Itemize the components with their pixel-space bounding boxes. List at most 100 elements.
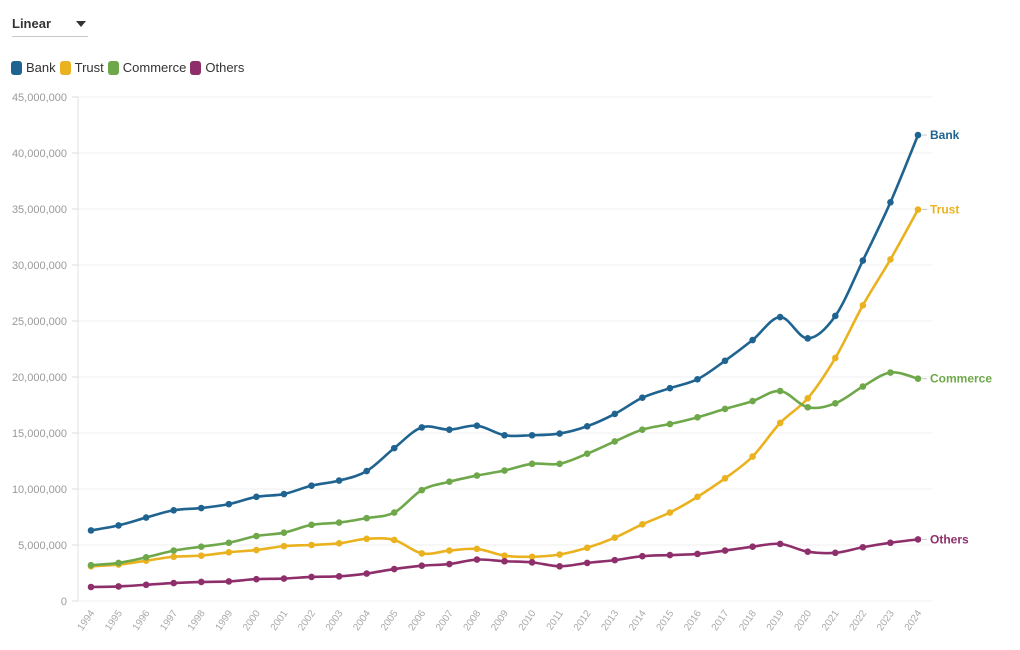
data-point-commerce[interactable] [87, 561, 95, 569]
data-point-commerce[interactable] [473, 472, 481, 479]
data-point-others[interactable] [749, 543, 756, 550]
data-point-others[interactable] [197, 578, 205, 586]
data-point-commerce[interactable] [914, 375, 922, 382]
data-point-others[interactable] [253, 575, 260, 583]
data-point-bank[interactable] [832, 312, 839, 320]
data-point-trust[interactable] [170, 553, 177, 561]
data-point-commerce[interactable] [363, 514, 370, 522]
data-point-others[interactable] [914, 536, 922, 543]
data-point-bank[interactable] [170, 506, 177, 514]
legend-item-trust[interactable]: Trust [59, 60, 104, 75]
data-point-trust[interactable] [253, 546, 260, 554]
data-point-others[interactable] [832, 549, 839, 557]
data-point-others[interactable] [528, 559, 536, 566]
data-point-others[interactable] [390, 565, 398, 573]
data-point-bank[interactable] [225, 500, 233, 508]
data-point-commerce[interactable] [170, 547, 177, 554]
data-point-others[interactable] [308, 573, 315, 581]
data-point-commerce[interactable] [280, 529, 288, 536]
data-point-others[interactable] [583, 559, 591, 567]
data-point-trust[interactable] [197, 552, 205, 559]
data-point-commerce[interactable] [225, 539, 233, 547]
data-point-trust[interactable] [280, 542, 288, 550]
data-point-trust[interactable] [225, 548, 233, 556]
data-point-trust[interactable] [832, 354, 839, 362]
data-point-trust[interactable] [887, 256, 894, 263]
data-point-commerce[interactable] [832, 400, 839, 407]
data-point-bank[interactable] [363, 467, 370, 475]
legend-item-others[interactable]: Others [190, 60, 244, 75]
data-point-bank[interactable] [280, 490, 288, 498]
data-point-others[interactable] [142, 581, 150, 589]
data-point-bank[interactable] [666, 384, 674, 392]
data-point-bank[interactable] [197, 504, 205, 512]
data-point-commerce[interactable] [721, 405, 729, 413]
data-point-commerce[interactable] [639, 426, 646, 433]
data-point-commerce[interactable] [446, 478, 453, 486]
data-point-bank[interactable] [749, 336, 756, 344]
data-point-commerce[interactable] [749, 397, 756, 405]
data-point-commerce[interactable] [611, 438, 619, 445]
data-point-bank[interactable] [418, 424, 426, 431]
data-point-commerce[interactable] [583, 450, 591, 458]
data-point-others[interactable] [280, 575, 288, 582]
data-point-others[interactable] [363, 570, 370, 577]
data-point-commerce[interactable] [776, 387, 784, 395]
data-point-trust[interactable] [308, 541, 315, 549]
data-point-others[interactable] [170, 579, 177, 587]
data-point-trust[interactable] [446, 547, 453, 554]
data-point-bank[interactable] [776, 313, 784, 321]
data-point-commerce[interactable] [666, 420, 674, 428]
data-point-trust[interactable] [721, 475, 729, 482]
data-point-bank[interactable] [446, 426, 453, 433]
data-point-trust[interactable] [418, 550, 426, 557]
data-point-commerce[interactable] [694, 414, 701, 421]
data-point-commerce[interactable] [804, 403, 812, 411]
data-point-bank[interactable] [501, 431, 508, 439]
data-point-others[interactable] [666, 551, 674, 559]
data-point-bank[interactable] [142, 514, 150, 521]
data-point-others[interactable] [473, 556, 481, 563]
data-point-commerce[interactable] [859, 383, 867, 390]
data-point-bank[interactable] [859, 257, 867, 264]
legend-item-commerce[interactable]: Commerce [107, 60, 186, 75]
data-point-others[interactable] [446, 560, 453, 568]
data-point-commerce[interactable] [887, 369, 894, 376]
data-point-bank[interactable] [253, 493, 260, 501]
data-point-trust[interactable] [804, 394, 812, 402]
data-point-bank[interactable] [390, 444, 398, 452]
data-point-bank[interactable] [308, 482, 315, 489]
data-point-trust[interactable] [556, 551, 563, 558]
data-point-commerce[interactable] [501, 467, 508, 474]
data-point-trust[interactable] [501, 552, 508, 559]
data-point-bank[interactable] [528, 431, 536, 439]
data-point-others[interactable] [115, 583, 122, 590]
data-point-others[interactable] [776, 540, 784, 548]
data-point-others[interactable] [611, 556, 619, 564]
data-point-bank[interactable] [556, 430, 563, 437]
data-point-others[interactable] [859, 543, 867, 551]
data-point-others[interactable] [556, 562, 563, 570]
data-point-trust[interactable] [639, 520, 646, 528]
data-point-commerce[interactable] [253, 532, 260, 540]
data-point-bank[interactable] [583, 422, 591, 430]
data-point-commerce[interactable] [197, 543, 205, 550]
data-point-bank[interactable] [87, 527, 95, 534]
data-point-trust[interactable] [611, 534, 619, 542]
data-point-others[interactable] [721, 547, 729, 554]
data-point-bank[interactable] [804, 335, 812, 342]
data-point-bank[interactable] [887, 198, 894, 206]
data-point-others[interactable] [225, 578, 233, 585]
data-point-trust[interactable] [694, 493, 701, 501]
data-point-others[interactable] [887, 539, 894, 547]
data-point-trust[interactable] [363, 535, 370, 543]
data-point-bank[interactable] [914, 131, 922, 139]
data-point-others[interactable] [501, 557, 508, 565]
data-point-trust[interactable] [583, 544, 591, 552]
data-point-others[interactable] [335, 573, 343, 580]
data-point-trust[interactable] [390, 536, 398, 544]
data-point-others[interactable] [804, 548, 812, 556]
data-point-others[interactable] [87, 583, 95, 591]
data-point-commerce[interactable] [142, 554, 150, 561]
data-point-trust[interactable] [859, 302, 867, 309]
